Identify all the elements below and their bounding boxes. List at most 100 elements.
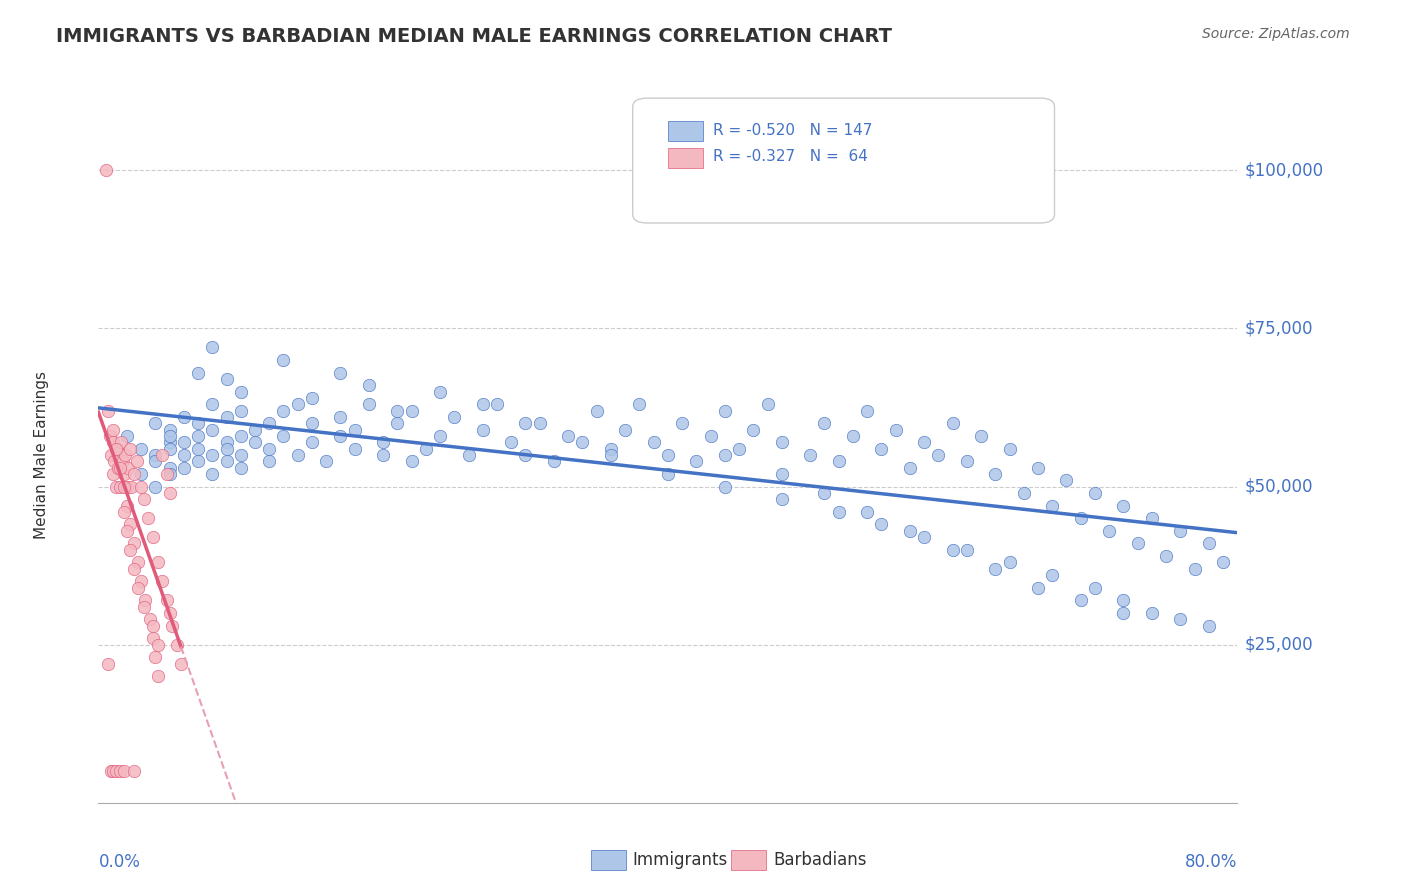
Point (1126, 536, 1149, 550)
Point (115, 479, 138, 493)
Point (756, 397, 779, 411)
Point (166, 638, 188, 652)
Point (98, 429, 121, 443)
Point (129, 574, 152, 589)
Point (956, 454, 979, 468)
Point (415, 442, 437, 456)
Point (301, 391, 323, 405)
Point (129, 442, 152, 456)
Point (101, 467, 124, 481)
Point (148, 669, 170, 683)
Point (145, 479, 167, 493)
Point (471, 397, 494, 411)
Point (259, 417, 281, 431)
Point (112, 479, 135, 493)
Point (870, 442, 893, 456)
Point (1112, 593, 1135, 607)
Point (187, 454, 209, 468)
Point (159, 460, 181, 475)
Point (201, 448, 224, 462)
Point (173, 435, 195, 450)
Point (614, 423, 637, 437)
Point (571, 435, 593, 450)
Text: R = -0.520   N = 147: R = -0.520 N = 147 (713, 123, 872, 137)
Point (898, 460, 921, 475)
Point (104, 479, 127, 493)
Point (1070, 593, 1092, 607)
Point (108, 479, 131, 493)
Point (401, 454, 423, 468)
Point (145, 650, 167, 665)
Point (152, 448, 174, 462)
Point (714, 403, 737, 417)
Point (1170, 612, 1192, 626)
Point (159, 606, 181, 620)
Point (104, 442, 127, 456)
Point (129, 479, 152, 493)
Point (138, 612, 160, 626)
Point (159, 435, 181, 450)
Point (145, 454, 167, 468)
Point (187, 417, 209, 431)
Point (429, 429, 451, 443)
Point (141, 632, 163, 646)
Point (103, 454, 125, 468)
Point (1056, 473, 1078, 487)
Point (115, 499, 138, 513)
Point (486, 397, 509, 411)
Point (329, 366, 352, 380)
Point (728, 442, 751, 456)
Point (107, 460, 129, 475)
Point (215, 372, 238, 386)
Point (343, 442, 366, 456)
Point (145, 448, 167, 462)
Point (122, 562, 145, 576)
Point (912, 530, 935, 544)
Point (120, 479, 142, 493)
Point (301, 417, 323, 431)
Point (657, 467, 679, 481)
Text: IMMIGRANTS VS BARBADIAN MEDIAN MALE EARNINGS CORRELATION CHART: IMMIGRANTS VS BARBADIAN MEDIAN MALE EARN… (56, 27, 893, 45)
Point (229, 460, 252, 475)
Point (457, 448, 479, 462)
Point (112, 467, 135, 481)
Point (287, 448, 309, 462)
Point (343, 423, 366, 437)
Point (101, 423, 124, 437)
Point (956, 542, 979, 557)
Point (243, 435, 266, 450)
Point (243, 423, 266, 437)
Point (1154, 549, 1177, 563)
Point (170, 657, 193, 671)
Point (215, 409, 238, 424)
Point (159, 467, 181, 481)
Point (515, 417, 537, 431)
Point (136, 511, 159, 525)
Point (657, 448, 679, 462)
Point (100, 448, 122, 462)
Point (387, 403, 409, 417)
Point (628, 397, 651, 411)
Point (984, 562, 1007, 576)
Point (515, 448, 537, 462)
Point (970, 429, 993, 443)
Point (770, 467, 793, 481)
Point (118, 517, 141, 532)
Point (229, 403, 252, 417)
Point (159, 429, 181, 443)
Point (301, 435, 323, 450)
Point (201, 397, 224, 411)
Point (373, 435, 395, 450)
Text: $75,000: $75,000 (1244, 319, 1313, 337)
Point (101, 435, 124, 450)
Point (685, 454, 707, 468)
Point (1026, 460, 1049, 475)
Point (127, 556, 149, 570)
Point (315, 454, 337, 468)
Point (97, 657, 120, 671)
Point (1212, 556, 1234, 570)
Point (134, 593, 156, 607)
Point (1070, 511, 1092, 525)
Point (813, 486, 835, 500)
Point (110, 435, 132, 450)
